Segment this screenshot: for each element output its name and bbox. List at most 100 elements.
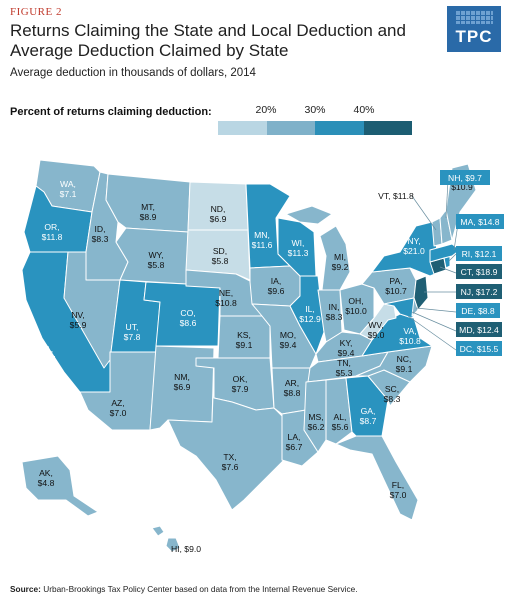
state-label-il: IL, $12.9 <box>299 304 321 324</box>
state-label-mo: MO, $9.4 <box>280 330 297 350</box>
chart-subtitle: Average deduction in thousands of dollar… <box>10 67 256 79</box>
legend-bin <box>363 121 412 135</box>
state-label-nm: NM, $6.9 <box>174 372 191 392</box>
callout-label: NJ, $17.2 <box>461 287 498 297</box>
state-label-la: LA, $6.7 <box>286 432 303 452</box>
state-label-in: IN, $8.3 <box>326 302 343 322</box>
state-ks[interactable] <box>217 315 271 359</box>
callout-box <box>456 246 502 261</box>
source-text: Urban-Brookings Tax Policy Center based … <box>43 584 358 594</box>
state-label-ks: KS, $9.1 <box>236 330 253 350</box>
state-label-va: VA, $10.8 <box>399 326 421 346</box>
callout-label: NH, $9.7 <box>448 173 482 183</box>
state-nj[interactable] <box>413 275 429 311</box>
state-label-sd: SD, $5.8 <box>212 246 229 266</box>
callout-box <box>456 264 502 279</box>
state-label-pa: PA, $10.7 <box>385 276 407 296</box>
state-mi[interactable] <box>319 225 351 291</box>
figure-label: FIGURE 2 <box>10 6 62 18</box>
legend-bin <box>218 121 267 135</box>
legend-tick: 40% <box>353 104 375 116</box>
legend-tick: 30% <box>304 104 326 116</box>
callout-box <box>440 170 490 185</box>
callout-label: CT, $18.9 <box>461 267 498 277</box>
state-label-ut: UT, $7.8 <box>124 322 141 342</box>
legend-color-bar <box>218 121 412 135</box>
legend-tick: 20% <box>255 104 277 116</box>
state-label-ia: IA, $9.6 <box>268 276 285 296</box>
state-label-al: AL, $5.6 <box>332 412 349 432</box>
callout-ct: CT, $18.9 <box>456 264 502 279</box>
state-label-sc: SC, $8.3 <box>384 384 401 404</box>
state-label-az: AZ, $7.0 <box>110 398 127 418</box>
callout-box <box>456 214 504 229</box>
callout-label: DC, $15.5 <box>460 344 499 354</box>
callout-label: MA, $14.8 <box>460 217 499 227</box>
callout-dc: DC, $15.5 <box>456 341 502 356</box>
state-label-mi: MI, $9.2 <box>332 252 349 272</box>
legend-labels: 20% 30% 40% <box>244 104 414 118</box>
state-label-oh: OH, $10.0 <box>345 296 367 316</box>
state-ms[interactable] <box>303 379 327 453</box>
state-label-ms: MS, $6.2 <box>308 412 325 432</box>
state-label-co: CO, $8.6 <box>180 308 197 328</box>
state-label-ok: OK, $7.9 <box>232 374 249 394</box>
state-fl[interactable] <box>335 435 419 521</box>
logo-text: TPC <box>455 27 493 46</box>
state-label-wy: WY, $5.8 <box>148 250 165 270</box>
state-label-wi: WI, $11.3 <box>288 238 309 258</box>
callout-label: RI, $12.1 <box>462 249 497 259</box>
callout-leaders <box>407 179 459 351</box>
callout-label: DE, $8.8 <box>461 306 495 316</box>
state-co[interactable] <box>143 281 221 347</box>
state-label-mn: MN, $11.6 <box>252 230 273 250</box>
callout-box <box>456 322 502 337</box>
legend-bin <box>266 121 315 135</box>
state-label-or: OR, $11.8 <box>42 222 63 242</box>
state-wv[interactable] <box>359 303 397 341</box>
callout-label: MD, $12.4 <box>459 325 499 335</box>
logo-grid-icon <box>455 10 493 24</box>
callout-de: DE, $8.8 <box>456 303 500 318</box>
callout-box <box>456 303 500 318</box>
state-ma[interactable] <box>429 243 461 263</box>
state-label-ca: CA, $17.1 <box>35 344 57 364</box>
state-label-tn: TN, $5.3 <box>336 358 353 378</box>
state-label-wv: WV, $9.0 <box>368 320 385 340</box>
legend-bin <box>315 121 364 135</box>
state-hi[interactable] <box>151 525 181 553</box>
state-label-nd: ND, $6.9 <box>210 204 227 224</box>
state-tx[interactable] <box>167 367 285 511</box>
source-note: Source: Urban-Brookings Tax Policy Cente… <box>10 584 358 594</box>
state-mi-up[interactable] <box>285 205 333 225</box>
callout-nh: NH, $9.7 <box>440 170 490 185</box>
state-label-ny: NY, $21.0 <box>403 236 425 256</box>
callout-ri: RI, $12.1 <box>456 246 502 261</box>
callout-md: MD, $12.4 <box>456 322 502 337</box>
state-label-fl: FL, $7.0 <box>390 480 407 500</box>
callout-vt: VT, $11.8 <box>378 191 414 201</box>
state-label-tx: TX, $7.6 <box>222 452 239 472</box>
state-label-id: ID, $8.3 <box>92 224 109 244</box>
state-al[interactable] <box>325 377 353 445</box>
callout-label: VT, $11.8 <box>378 191 414 201</box>
state-label-nc: NC, $9.1 <box>396 354 413 374</box>
callout-nj: NJ, $17.2 <box>456 284 502 299</box>
chart-title: Returns Claiming the State and Local Ded… <box>10 21 406 60</box>
state-ak[interactable] <box>21 455 99 517</box>
state-label-ga: GA, $8.7 <box>360 406 377 426</box>
state-label-ky: KY, $9.4 <box>338 338 355 358</box>
callout-box <box>456 284 502 299</box>
callout-ma: MA, $14.8 <box>456 214 504 229</box>
state-label-hi: HI, $9.0 <box>171 544 201 554</box>
legend-title: Percent of returns claiming deduction: <box>10 106 212 118</box>
state-label-mt: MT, $8.9 <box>140 202 157 222</box>
source-label: Source: <box>10 584 41 594</box>
state-label-ne: NE, $10.8 <box>215 288 237 308</box>
callout-box <box>456 341 502 356</box>
state-nc[interactable] <box>355 345 433 383</box>
state-il[interactable] <box>289 275 325 355</box>
state-label-wa: WA, $7.1 <box>60 179 77 199</box>
state-label-nv: NV, $5.9 <box>70 310 87 330</box>
